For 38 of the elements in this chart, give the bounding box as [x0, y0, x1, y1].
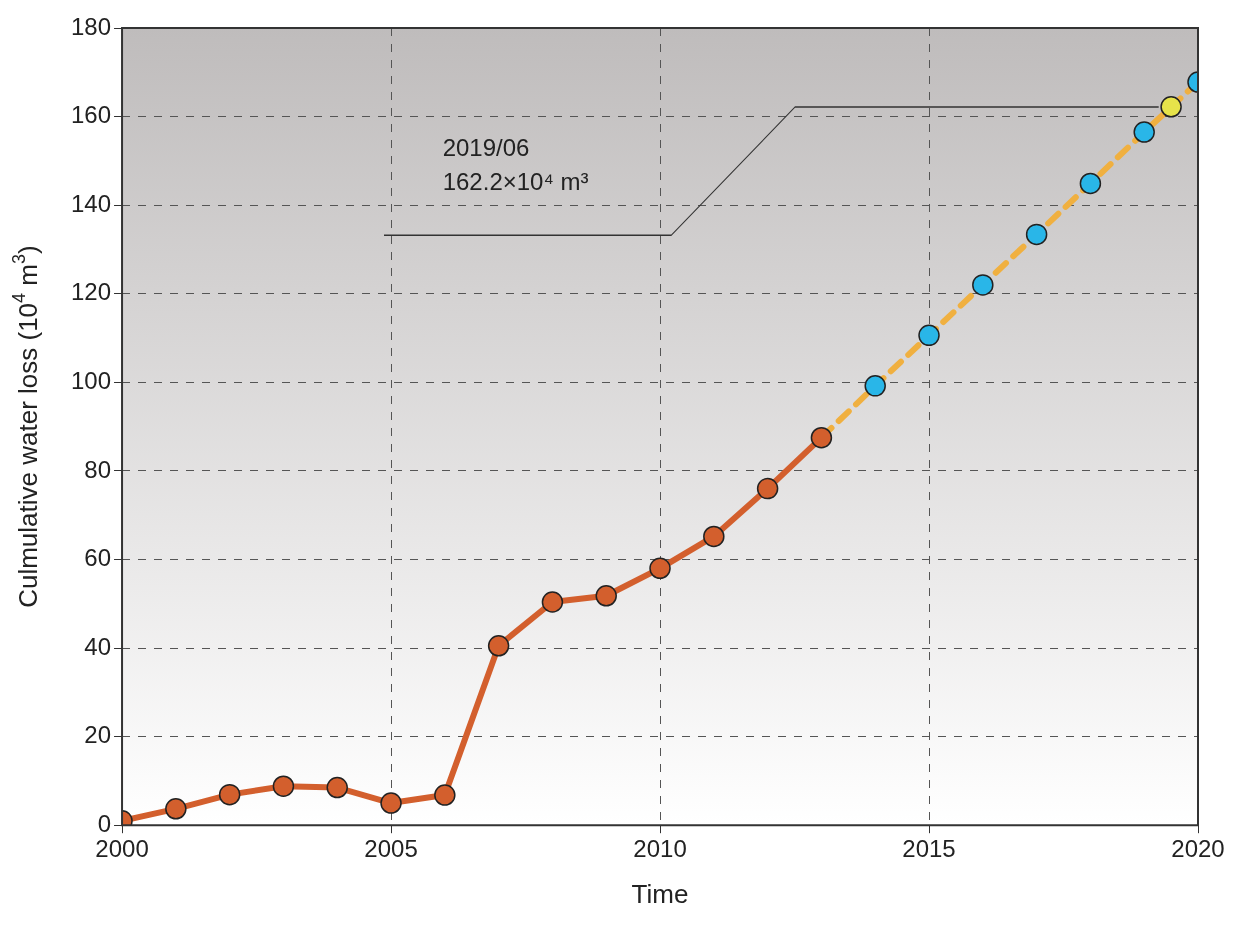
x-tick-label: 2015: [902, 835, 956, 863]
point: [272, 775, 295, 797]
point: [165, 798, 187, 820]
point: [218, 783, 241, 806]
y-tick-label: 140: [71, 189, 112, 217]
point: [864, 375, 886, 397]
point: [487, 635, 510, 657]
point: [541, 591, 564, 613]
y-tick-label: 160: [71, 101, 112, 129]
annotation: 2019/06 162.2×10⁴ m³: [442, 133, 589, 195]
point: [595, 585, 617, 607]
point: [380, 792, 402, 814]
y-tick-label: 100: [71, 366, 112, 394]
point: [1133, 121, 1155, 143]
x-tick-label: 2020: [1171, 835, 1225, 863]
point: [972, 274, 994, 296]
point: [810, 426, 833, 449]
y-tick-label: 80: [84, 455, 112, 483]
point: [703, 525, 725, 548]
x-tick-label: 2010: [633, 835, 687, 863]
point: [434, 784, 456, 806]
y-tick-label: 180: [71, 12, 112, 40]
point: [326, 776, 348, 799]
point: [1079, 172, 1102, 195]
y-tick-label: 20: [84, 721, 112, 749]
x-tick-label: 2000: [95, 835, 149, 863]
point: [649, 557, 671, 580]
point: [756, 477, 779, 500]
point: [918, 324, 940, 347]
y-tick-label: 60: [84, 544, 112, 572]
y-tick-label: 0: [97, 809, 112, 837]
y-tick-label: 40: [84, 632, 112, 660]
point: [1025, 223, 1048, 246]
x-axis-title: Time: [631, 879, 689, 910]
x-tick-label: 2005: [364, 835, 418, 863]
y-axis-title: Culmulative water loss (104 m3): [9, 245, 44, 608]
point: [1160, 96, 1182, 118]
y-tick-label: 120: [71, 278, 112, 306]
